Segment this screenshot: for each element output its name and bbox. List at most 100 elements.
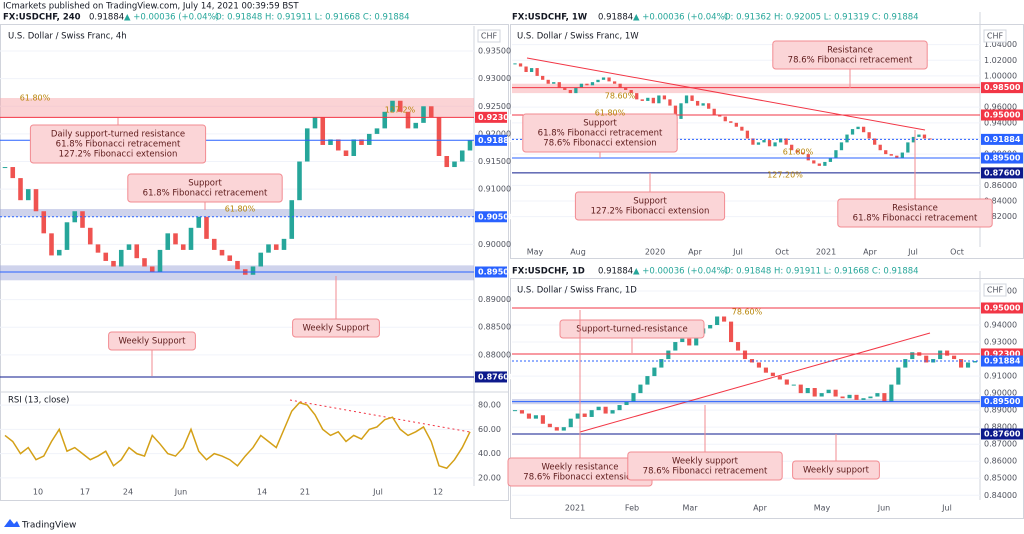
level-box: [475, 371, 507, 383]
candle: [382, 111, 388, 129]
candle: [343, 150, 349, 156]
level-label: 0.95000: [984, 303, 1021, 312]
candle: [638, 384, 643, 394]
x-tick-label: Apr: [863, 248, 878, 257]
candle: [180, 244, 186, 250]
level-label: 0.98500: [984, 83, 1021, 92]
change: ▲ +0.00036 (+0.04%): [124, 13, 219, 23]
candle: [612, 81, 617, 84]
candle: [335, 139, 341, 151]
annotation-text: 127.2% Fibonacci extension: [59, 150, 178, 160]
annotation-box: [29, 124, 207, 164]
candle: [617, 405, 622, 411]
candle: [540, 415, 545, 424]
candle: [281, 238, 287, 250]
candle: [751, 138, 755, 145]
candle: [712, 108, 716, 116]
x-tick-label: Oct: [775, 248, 789, 257]
candle: [351, 139, 357, 156]
candle: [662, 95, 667, 100]
candle: [568, 89, 572, 94]
candle: [204, 216, 209, 239]
candle: [512, 410, 518, 412]
candle: [563, 87, 567, 90]
y-tick-label: 0.93500: [478, 47, 511, 56]
candle: [610, 410, 615, 414]
candle: [397, 100, 403, 112]
y-tick-label: 1.04000: [984, 40, 1017, 49]
candle: [219, 249, 225, 256]
candle: [778, 138, 783, 143]
y-tick-label: 1.02000: [984, 56, 1017, 65]
candle: [673, 342, 678, 351]
candle: [320, 117, 326, 145]
annotation-text: Weekly resistance: [542, 463, 619, 473]
candle: [405, 111, 411, 129]
fib-label: 61.80%: [595, 109, 626, 118]
currency-box: [477, 29, 501, 43]
y-tick-label: 0.88500: [478, 323, 511, 332]
candle: [922, 134, 927, 139]
candle: [952, 355, 957, 360]
candle: [533, 415, 538, 419]
candle: [651, 97, 655, 104]
candle: [149, 266, 155, 272]
candle: [882, 393, 887, 402]
candle: [694, 333, 699, 346]
annotation-text: Weekly Support: [119, 337, 187, 347]
candle: [561, 427, 566, 431]
candle: [18, 178, 23, 201]
level-box: [981, 355, 1023, 367]
candle: [659, 359, 664, 368]
annotation-text: 127.2% Fibonacci extension: [591, 207, 710, 217]
x-tick-label: Mar: [682, 504, 698, 513]
candle: [823, 161, 827, 166]
candle: [861, 398, 866, 400]
candle: [134, 244, 140, 259]
level-box: [981, 133, 1023, 145]
candle: [328, 139, 333, 145]
candle: [618, 83, 622, 88]
candle: [631, 393, 636, 402]
candle: [436, 117, 442, 156]
pane-title: RSI (13, close): [8, 396, 69, 406]
candle: [734, 122, 738, 127]
candle: [790, 144, 794, 151]
candle: [687, 338, 692, 346]
candle: [519, 410, 525, 414]
annotation-text: Resistance: [827, 46, 873, 56]
y-tick-label: 0.94000: [984, 321, 1017, 330]
candle: [826, 389, 831, 394]
y-tick-label: 0.96000: [984, 103, 1017, 112]
candle: [645, 376, 650, 385]
annotation-box: [837, 198, 993, 228]
candle: [652, 367, 657, 377]
annotation-box: [127, 173, 283, 203]
level-label: 0.95000: [984, 111, 1021, 120]
candle: [762, 140, 766, 143]
candle: [856, 126, 860, 130]
level-label: 0.87600: [984, 168, 1021, 177]
candle: [459, 150, 465, 162]
x-tick-label: Aug: [570, 248, 586, 257]
x-tick-label: May: [814, 504, 831, 513]
x-tick-label: 2021: [565, 504, 585, 513]
candle: [972, 361, 978, 363]
candle: [840, 396, 845, 399]
y-tick-label: 20.00: [478, 473, 501, 482]
candle: [945, 350, 950, 356]
candle: [740, 126, 744, 131]
candle: [938, 350, 943, 360]
candle: [157, 249, 163, 272]
level-label: 0.87600: [984, 429, 1021, 438]
logo: [4, 519, 20, 527]
candle: [924, 355, 929, 363]
fib-label: 78.60%: [732, 308, 763, 317]
candle: [524, 66, 528, 72]
candle: [227, 255, 233, 261]
ohlc: O: 0.91848 H: 0.91911 L: 0.91668 C: 0.91…: [724, 267, 919, 277]
candle: [895, 155, 899, 159]
level-label: 0.92300: [478, 113, 515, 122]
pane-title: U.S. Dollar / Swiss Franc, 1D: [517, 286, 637, 296]
y-tick-label: 0.92000: [478, 129, 511, 138]
